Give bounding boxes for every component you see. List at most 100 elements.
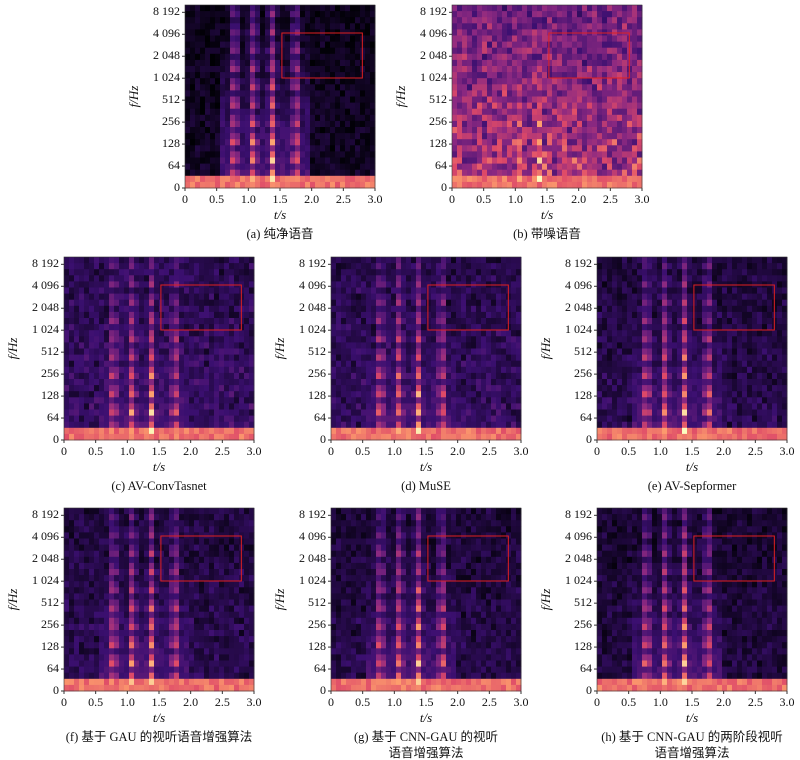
spectrogram-cell	[617, 311, 623, 319]
spectrogram-cell	[99, 348, 105, 355]
spectrogram-cell	[144, 324, 150, 331]
spectrogram-cell	[512, 29, 518, 36]
spectrogram-cell	[497, 35, 503, 42]
spectrogram-cell	[229, 421, 235, 429]
spectrogram-cell	[506, 354, 512, 362]
spectrogram-cell	[200, 5, 206, 12]
spectrogram-cell	[179, 427, 185, 435]
spectrogram-cell	[189, 427, 195, 435]
spectrogram-cell	[225, 17, 231, 24]
spectrogram-cell	[229, 287, 235, 294]
spectrogram-cell	[245, 133, 251, 140]
spectrogram-cell	[179, 360, 185, 368]
spectrogram-cell	[300, 41, 306, 49]
spectrogram-cell	[637, 427, 643, 435]
spectrogram-cell	[562, 175, 568, 183]
spectrogram-cell	[225, 90, 231, 97]
spectrogram-cell	[617, 366, 623, 374]
spectrogram-cell	[587, 133, 593, 140]
spectrogram-cell	[330, 78, 336, 85]
spectrogram-cell	[446, 311, 452, 319]
spectrogram-cell	[244, 275, 250, 282]
spectrogram-cell	[285, 175, 291, 183]
spectrogram-cell	[622, 342, 628, 349]
spectrogram-cell	[336, 330, 342, 337]
spectrogram-cell	[401, 427, 407, 435]
spectrogram-cell	[391, 433, 397, 441]
spectrogram-cell	[129, 324, 135, 331]
spectrogram-cell	[195, 133, 201, 140]
spectrogram-cell	[607, 66, 613, 73]
spectrogram-cell	[542, 35, 548, 42]
spectrogram-cell	[477, 114, 483, 122]
spectrogram-cell	[179, 348, 185, 355]
spectrogram-cell	[209, 287, 215, 294]
spectrogram-cell	[502, 151, 508, 158]
spectrogram-cell	[476, 263, 482, 270]
spectrogram-cell	[431, 318, 437, 325]
spectrogram-cell	[310, 127, 316, 134]
spectrogram-cell	[199, 269, 205, 276]
spectrogram-cell	[537, 175, 543, 183]
spectrogram-cell	[69, 348, 75, 355]
spectrogram-cell	[527, 90, 533, 97]
spectrogram-cell	[129, 293, 135, 301]
spectrogram-cell	[346, 318, 352, 325]
spectrogram-cell	[290, 84, 296, 91]
spectrogram-cell	[637, 269, 643, 276]
spectrogram-cell	[547, 41, 553, 49]
spectrogram-cell	[270, 163, 276, 171]
spectrogram-cell	[215, 66, 221, 73]
spectrogram-cell	[280, 151, 286, 158]
spectrogram-cell	[532, 47, 538, 55]
spectrogram-cell	[517, 5, 523, 12]
spectrogram-cell	[466, 379, 472, 386]
spectrogram-cell	[185, 53, 191, 61]
spectrogram-cell	[300, 17, 306, 24]
spectrogram-cell	[260, 66, 266, 73]
x-tick-label: 1.0	[508, 192, 523, 206]
spectrogram-cell	[607, 336, 613, 343]
spectrogram-cell	[265, 133, 271, 140]
spectrogram-cell	[537, 145, 543, 152]
spectrogram-cell	[370, 29, 376, 36]
spectrogram-cell	[627, 348, 633, 355]
spectrogram-cell	[501, 263, 507, 270]
spectrogram-cell	[461, 385, 467, 392]
spectrogram-cell	[336, 421, 342, 429]
spectrogram-cell	[215, 151, 221, 158]
spectrogram-cell	[507, 108, 513, 116]
spectrogram-cell	[497, 175, 503, 183]
spectrogram-cell	[310, 139, 316, 146]
spectrogram-cell	[336, 263, 342, 270]
spectrogram-cell	[592, 59, 598, 67]
spectrogram-cell	[260, 96, 266, 103]
spectrogram-cell	[79, 324, 85, 331]
spectrogram-cell	[482, 59, 488, 67]
spectrogram-cell	[436, 409, 442, 416]
spectrogram-cell	[612, 415, 618, 423]
y-tick-label: 0	[441, 180, 447, 194]
spectrogram-cell	[602, 305, 608, 313]
spectrogram-cell	[370, 84, 376, 91]
spectrogram-cell	[350, 175, 356, 183]
spectrogram-cell	[260, 53, 266, 61]
spectrogram-cell	[351, 257, 357, 264]
spectrogram-cell	[331, 409, 337, 416]
spectrogram-cell	[356, 287, 362, 294]
spectrogram-cell	[169, 409, 175, 416]
spectrogram-cell	[280, 66, 286, 73]
spectrogram-cell	[602, 275, 608, 282]
spectrogram-cell	[426, 427, 432, 435]
spectrogram-cell	[194, 305, 200, 313]
spectrogram-cell	[240, 157, 246, 164]
spectrogram-cell	[260, 41, 266, 49]
spectrogram-cell	[491, 433, 497, 441]
spectrogram-cell	[436, 421, 442, 429]
spectrogram-cell	[185, 59, 191, 67]
spectrogram-cell	[466, 257, 472, 264]
spectrogram-cell	[249, 269, 255, 276]
spectrogram-cell	[522, 114, 528, 122]
spectrogram-cell	[457, 23, 463, 30]
spectrogram-cell	[466, 293, 472, 301]
